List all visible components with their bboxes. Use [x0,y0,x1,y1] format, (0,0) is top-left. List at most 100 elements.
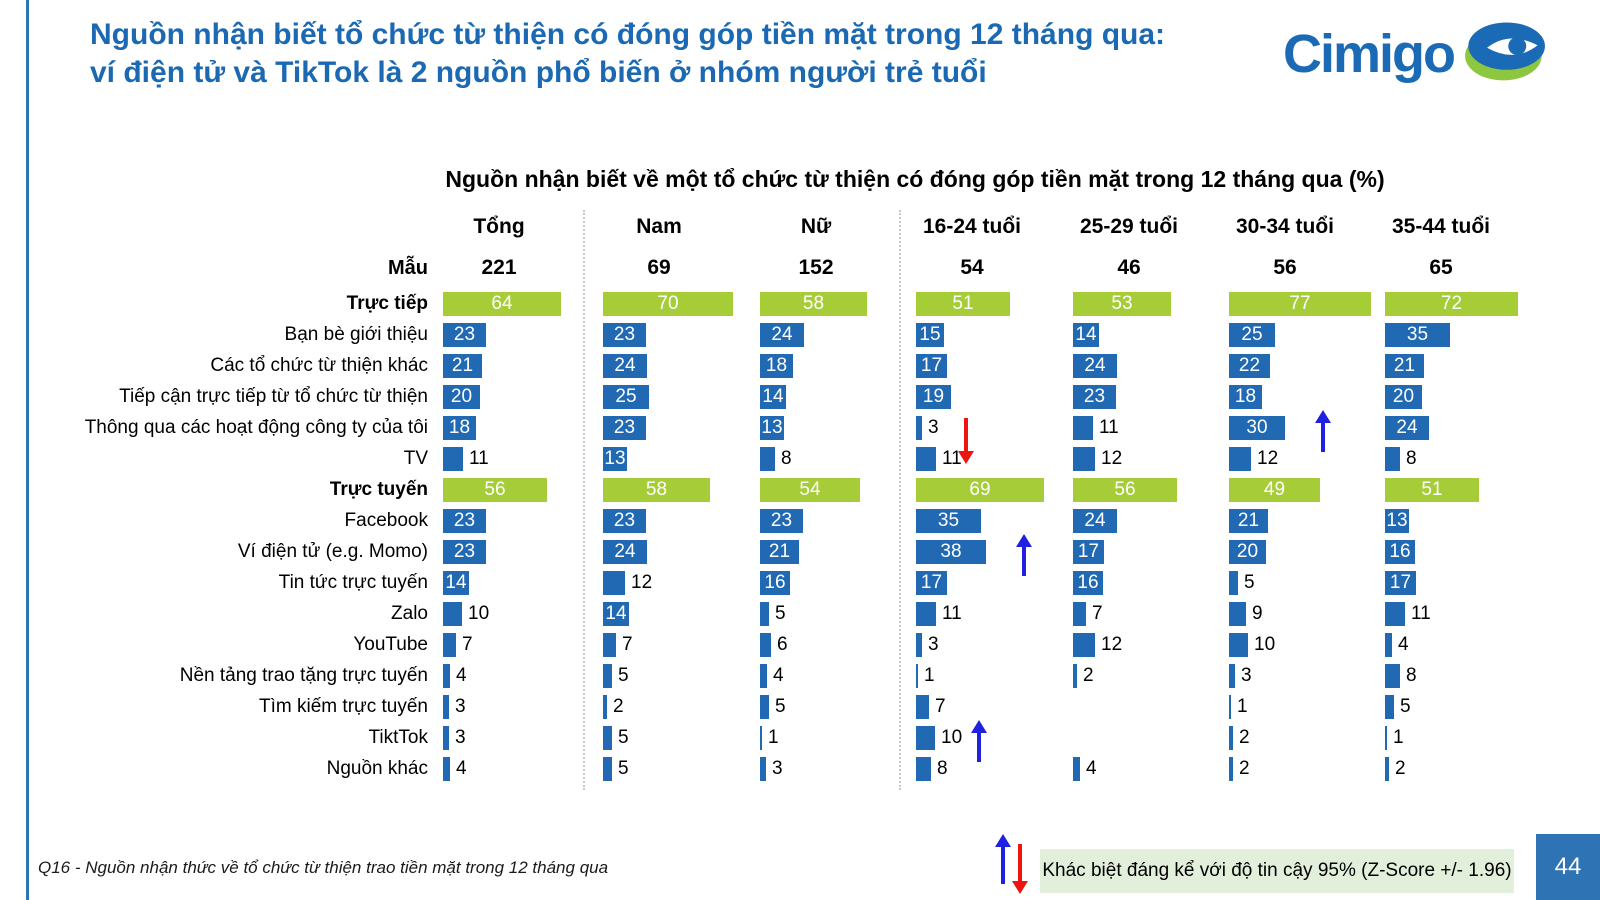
bar-value-label: 5 [775,696,786,717]
column-header: 30-34 tuổi [1235,215,1335,238]
bar-value-label: 21 [1237,510,1260,531]
bar [1385,540,1415,564]
bar-value-label: 11 [469,448,489,469]
bar [916,509,981,533]
row-label: Bạn bè giới thiệu [284,324,428,345]
row-label: Nguồn khác [326,758,428,779]
bar [1229,633,1248,657]
bar-value-label: 22 [1238,355,1261,376]
bar [1385,323,1450,347]
bar-value-label: 5 [1400,696,1411,717]
bar [1229,509,1268,533]
row-label: Thông qua các hoạt động công ty của tôi [84,417,428,438]
bar [443,540,486,564]
row-label: YouTube [353,634,428,655]
sample-size-value: 69 [647,256,671,279]
bar [443,571,469,595]
bar-value-label: 70 [657,293,679,314]
bar [760,633,771,657]
bar [1073,416,1093,440]
subtotal-bar [760,478,860,502]
bar [1229,695,1231,719]
row-label: TV [403,448,428,469]
subtotal-bar [1229,478,1320,502]
bar [760,571,790,595]
bar [1229,571,1238,595]
sample-size-value: 56 [1273,256,1297,279]
bar-value-label: 3 [455,696,466,717]
bar [443,447,463,471]
significance-up-arrow-icon [971,720,987,762]
bar [603,664,612,688]
bar-value-label: 20 [450,386,473,407]
bar-value-label: 5 [1244,572,1255,593]
bar [1073,385,1116,409]
bar-value-label: 21 [1393,355,1416,376]
left-accent-line [26,0,29,900]
bar [760,323,804,347]
bar-value-label: 8 [781,448,792,469]
column-header: 25-29 tuổi [1079,215,1179,238]
bar [1385,447,1400,471]
subtotal-bar [1385,478,1479,502]
bar [1385,757,1389,781]
bar [760,664,767,688]
bar [443,416,476,440]
bar [1073,323,1099,347]
bar [443,633,456,657]
bar [603,447,627,471]
subtotal-bar [603,292,733,316]
bar [1073,354,1117,378]
subtotal-bar [916,292,1010,316]
bar-value-label: 4 [1086,758,1097,779]
bar-value-label: 23 [453,324,476,345]
bar [916,571,947,595]
bar-value-label: 4 [773,665,784,686]
bar [916,416,922,440]
bar-value-label: 10 [941,727,963,748]
significance-legend: Khác biệt đáng kể với độ tin cậy 95% (Z-… [1040,849,1514,893]
row-label: Facebook [344,510,428,531]
bar [760,447,775,471]
bar-value-label: 51 [952,293,974,314]
bar-value-label: 23 [770,510,793,531]
bar [1385,664,1400,688]
column-header: 35-44 tuổi [1391,215,1491,238]
bar-value-label: 25 [1241,324,1263,345]
row-label: Nền tảng trao tặng trực tuyến [179,665,428,686]
bar-value-label: 1 [768,727,779,748]
bar-value-label: 20 [1236,541,1259,562]
sample-size-value: 152 [798,256,834,279]
subtotal-bar [1073,478,1177,502]
bar-value-label: 14 [445,572,467,593]
bar [760,509,803,533]
row-label: Tìm kiếm trực tuyến [259,696,428,717]
sample-size-value: 221 [481,256,517,279]
bar-value-label: 21 [451,355,474,376]
bar-value-label: 3 [928,634,939,655]
bar-value-label: 35 [1406,324,1429,345]
subtotal-bar [443,292,561,316]
bar-value-label: 14 [762,386,784,407]
column-header: Tổng [473,215,525,238]
bar-value-label: 16 [1389,541,1411,562]
bar-value-label: 2 [1083,665,1094,686]
bar [916,664,918,688]
row-label: Trực tiếp [346,293,428,314]
bar-value-label: 17 [920,572,943,593]
bar-value-label: 72 [1440,293,1463,314]
bar [443,757,450,781]
bar-value-label: 35 [937,510,960,531]
bar-value-label: 2 [1239,727,1250,748]
bar-value-label: 1 [1237,696,1248,717]
bar-value-label: 10 [1254,634,1276,655]
legend-down-arrow-icon [1012,844,1028,894]
bar-value-label: 23 [1083,386,1106,407]
bar-value-label: 5 [618,665,629,686]
bar [916,602,936,626]
bar-value-label: 49 [1263,479,1286,500]
bar [443,323,486,347]
bar-value-label: 5 [775,603,786,624]
bar-value-label: 7 [935,696,946,717]
bar [443,602,462,626]
